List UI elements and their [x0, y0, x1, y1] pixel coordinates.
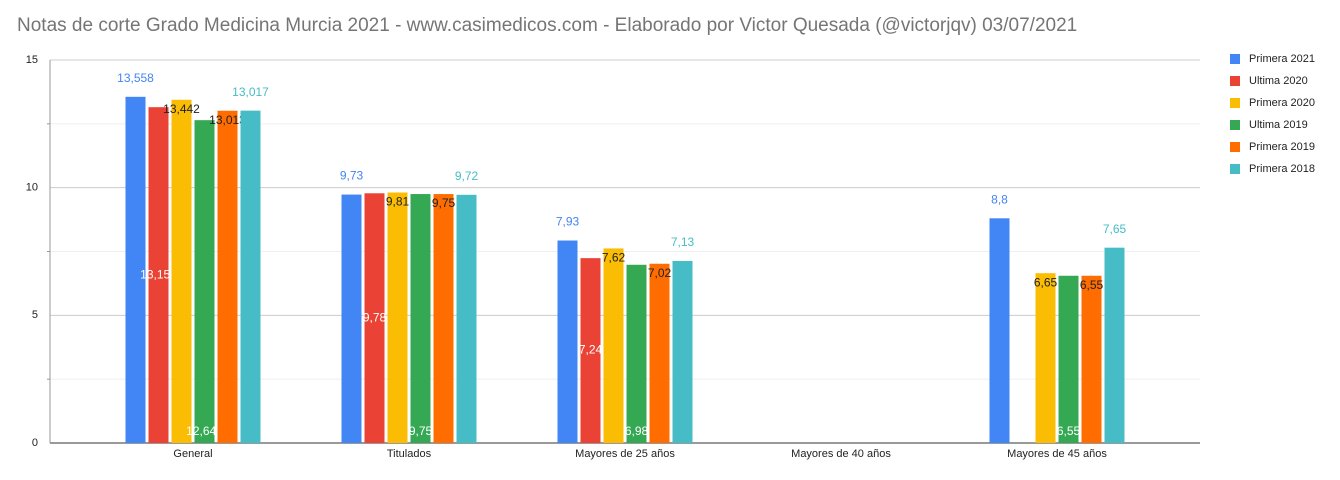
bar — [341, 194, 362, 443]
bar — [217, 110, 238, 443]
bar — [672, 260, 693, 443]
bar — [364, 193, 385, 443]
data-label: 13,152 — [140, 267, 177, 281]
data-label: 7,62 — [602, 251, 626, 265]
data-label: 7,65 — [1103, 222, 1127, 236]
data-label: 6,98 — [625, 424, 649, 438]
legend-label: Primera 2018 — [1249, 163, 1315, 175]
data-label: 9,72 — [455, 169, 479, 183]
legend-swatch — [1230, 142, 1240, 152]
y-tick-label: 15 — [26, 54, 38, 66]
y-tick-label: 5 — [32, 309, 38, 321]
legend-label: Ultima 2020 — [1249, 75, 1308, 87]
data-label: 13,442 — [163, 102, 200, 116]
bar — [580, 258, 601, 443]
bar — [989, 218, 1010, 443]
bar — [456, 194, 477, 443]
bar — [1081, 275, 1102, 443]
data-label: 6,65 — [1034, 275, 1058, 289]
data-label: 12,644 — [186, 424, 223, 438]
legend-swatch — [1230, 54, 1240, 64]
bar — [171, 99, 192, 443]
bar — [240, 110, 261, 443]
x-tick-label: Mayores de 25 años — [575, 448, 675, 460]
data-label: 8,8 — [991, 192, 1008, 206]
x-tick-label: General — [173, 448, 212, 460]
bar — [557, 240, 578, 443]
data-label: 6,55 — [1080, 278, 1104, 292]
data-label: 13,017 — [232, 85, 269, 99]
data-label: 7,24 — [579, 343, 603, 357]
y-tick-label: 10 — [26, 182, 38, 194]
legend-swatch — [1230, 120, 1240, 130]
bar — [649, 263, 670, 443]
bar — [626, 264, 647, 443]
bar — [1104, 247, 1125, 443]
bar — [433, 194, 454, 443]
legend-swatch — [1230, 76, 1240, 86]
y-tick-label: 0 — [32, 437, 38, 449]
bar — [194, 120, 215, 444]
legend-label: Ultima 2019 — [1249, 119, 1308, 131]
data-label: 6,55 — [1057, 424, 1081, 438]
data-label: 9,73 — [340, 169, 364, 183]
legend-label: Primera 2021 — [1249, 53, 1315, 65]
legend-swatch — [1230, 98, 1240, 108]
bar — [603, 248, 624, 443]
data-label: 9,78 — [363, 310, 387, 324]
chart-title: Notas de corte Grado Medicina Murcia 202… — [17, 15, 1077, 36]
x-tick-label: Mayores de 45 años — [1007, 448, 1107, 460]
bar — [387, 192, 408, 443]
data-label: 13,013 — [209, 113, 246, 127]
data-label: 9,75 — [432, 196, 456, 210]
data-label: 9,81 — [386, 195, 410, 209]
x-tick-label: Titulados — [387, 448, 432, 460]
data-label: 13,558 — [117, 71, 154, 85]
data-label: 7,02 — [648, 266, 672, 280]
bar — [1058, 275, 1079, 443]
data-label: 9,75 — [409, 424, 433, 438]
legend-label: Primera 2019 — [1249, 141, 1315, 153]
bar — [148, 107, 169, 443]
x-tick-label: Mayores de 40 años — [791, 448, 891, 460]
bar — [125, 96, 146, 444]
bar — [410, 194, 431, 443]
bar — [1035, 273, 1056, 443]
data-label: 7,13 — [671, 235, 695, 249]
legend-swatch — [1230, 164, 1240, 174]
legend-label: Primera 2020 — [1249, 97, 1315, 109]
data-label: 7,93 — [556, 215, 580, 229]
